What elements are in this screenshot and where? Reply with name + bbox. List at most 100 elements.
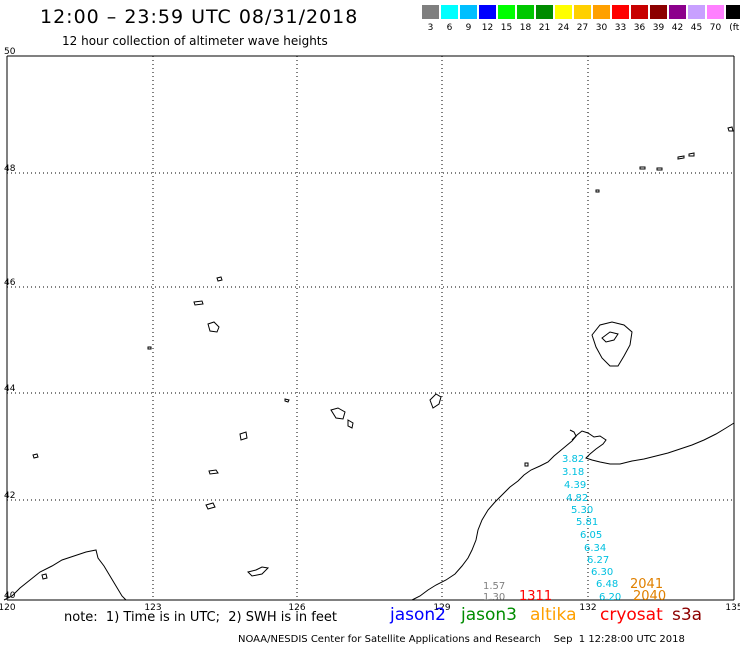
coastline-isle-7: [216, 276, 223, 282]
coastline-isle-15: [656, 167, 663, 171]
scale-swatch: [479, 5, 496, 19]
latitude-label: 48: [4, 164, 16, 174]
scale-label: 27: [576, 23, 589, 33]
latitude-label: 46: [4, 278, 16, 288]
swh-value: 6.27: [587, 555, 609, 566]
coastline-isle-3: [429, 393, 442, 409]
scale-label: 15: [500, 23, 513, 33]
units-note: note: 1) Time is in UTC; 2) SWH is in fe…: [64, 610, 337, 625]
longitude-label: 126: [288, 603, 305, 613]
scale-swatch: [441, 5, 458, 19]
scale-label: 9: [465, 23, 472, 33]
coastline-isle-13: [284, 398, 290, 403]
coastline-isle-10: [247, 566, 270, 577]
scale-label: 33: [614, 23, 627, 33]
satellite-legend-s3a: s3a: [672, 605, 703, 625]
coastline-isle-14: [595, 189, 600, 193]
scale-swatch: [688, 5, 705, 19]
satellite-legend-jason2: jason2: [390, 605, 446, 625]
coastline-isle-8: [208, 469, 219, 475]
scale-swatch: [498, 5, 515, 19]
coastline-isle-6: [193, 300, 204, 306]
swh-value: 4.82: [566, 493, 588, 504]
longitude-label: 123: [144, 603, 161, 613]
scale-swatch: [422, 5, 439, 19]
satellite-legend-jason3: jason3: [461, 605, 517, 625]
coastline-isle-2: [347, 419, 354, 429]
scale-swatch: [631, 5, 648, 19]
coastline-korea-tip: [569, 429, 577, 441]
coastline-isle-18: [639, 166, 646, 170]
coastline: [3, 126, 735, 601]
longitude-label: 132: [579, 603, 596, 613]
satellite-legend-cryosat: cryosat: [600, 605, 663, 625]
credit-footer: NOAA/NESDIS Center for Satellite Applica…: [238, 634, 685, 645]
latitude-label: 42: [4, 491, 15, 501]
coastline-southwest: [3, 549, 127, 601]
swh-value: 3.82: [562, 454, 584, 465]
scale-swatch: [460, 5, 477, 19]
scale-swatch: [517, 5, 534, 19]
wave-height-observations: 3.82 3.18 4.39 4.825.305.81 6.05 6.346.276.30…: [483, 454, 621, 603]
scale-label: 30: [595, 23, 608, 33]
swh-value: 6.48: [596, 579, 618, 590]
pass-time-label: 2041: [630, 577, 663, 592]
scale-label: 18: [519, 23, 532, 33]
scale-swatch: [669, 5, 686, 19]
scale-swatch: [612, 5, 629, 19]
coastline-isle-11: [32, 453, 39, 459]
scale-label: 3: [427, 23, 434, 33]
coastline-isle-19: [727, 126, 734, 132]
scale-label: 42: [671, 23, 684, 33]
swh-value: 3.18: [562, 467, 584, 478]
coastline-isle-17: [688, 152, 695, 157]
latitude-label: 44: [4, 384, 16, 394]
scale-swatch: [726, 5, 740, 19]
longitude-label: 129: [433, 603, 450, 613]
latitude-label: 50: [4, 47, 16, 57]
scale-swatch: [536, 5, 553, 19]
longitude-label: 135: [725, 603, 740, 613]
coastline-isle-5: [207, 321, 220, 333]
pass-time-label: 1311: [519, 589, 552, 604]
scale-label: 36: [633, 23, 646, 33]
coastline-mainland: [411, 422, 735, 601]
scale-label: 21: [538, 23, 551, 33]
swh-value: 6.30: [591, 567, 613, 578]
coastline-isle-16: [677, 155, 685, 160]
swh-value: 5.30: [571, 505, 593, 516]
swh-value: 4.39: [564, 480, 586, 491]
scale-swatch: [574, 5, 591, 19]
latitude-label: 40: [4, 591, 16, 601]
pass-time-label: 2040: [633, 589, 666, 604]
coastline-isle-12: [147, 346, 152, 350]
longitude-label: 120: [0, 603, 16, 613]
swh-value: 1.57: [483, 581, 505, 592]
scale-label: 39: [652, 23, 665, 33]
coastline-isle-20: [524, 462, 529, 467]
swh-value: 6.20: [599, 592, 621, 603]
scale-label: 70: [709, 23, 722, 33]
scale-label: 6: [446, 23, 453, 33]
coastline-isle-4: [239, 431, 248, 441]
map-subtitle: 12 hour collection of altimeter wave hei…: [62, 34, 328, 48]
satellite-legend-altika: altika: [530, 605, 577, 625]
swh-value: 6.34: [584, 543, 606, 554]
scale-label: 45: [690, 23, 703, 33]
scale-swatch: [650, 5, 667, 19]
scale-label: 24: [557, 23, 570, 33]
scale-swatch: [555, 5, 572, 19]
scale-unit: (ft): [729, 23, 740, 33]
map-title: 12:00 – 23:59 UTC 08/31/2018: [40, 6, 359, 28]
coastline-sw-isle: [41, 573, 48, 580]
coastline-isle-1: [330, 407, 346, 420]
scale-swatch: [707, 5, 724, 19]
coastline-isle-9: [205, 502, 216, 510]
scale-label: 12: [481, 23, 494, 33]
lat-lon-grid: 120 123 126 129 132 135 50 48 46 44 42 40: [0, 47, 740, 613]
coastline-island-a-cove: [601, 331, 619, 343]
scale-swatch: [593, 5, 610, 19]
swh-value: 5.81: [576, 517, 598, 528]
